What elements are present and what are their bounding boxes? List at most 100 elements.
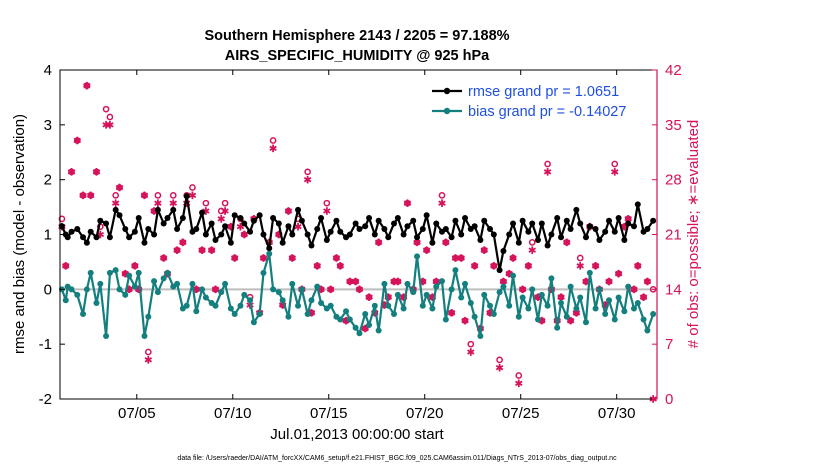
bias-point xyxy=(62,297,69,304)
bias-point xyxy=(510,272,517,279)
evaluated-marker xyxy=(86,191,95,200)
rmse-point xyxy=(64,234,71,241)
legend-rmse-label: rmse grand pr = 1.0651 xyxy=(468,84,619,100)
bias-point xyxy=(448,286,455,293)
bias-point xyxy=(237,302,244,309)
bias-point xyxy=(247,297,254,304)
evaluated-marker xyxy=(92,168,101,176)
legend-bias-label: bias grand pr = -0.14027 xyxy=(468,104,626,120)
evaluated-marker xyxy=(457,254,465,262)
evaluated-marker xyxy=(221,207,229,215)
plot-area xyxy=(60,70,657,399)
bias-point xyxy=(467,300,474,307)
y-tick-label: -2 xyxy=(39,391,52,408)
possible-marker xyxy=(576,254,584,262)
y2-tick-label: 7 xyxy=(665,336,673,353)
bias-point xyxy=(343,308,350,315)
rmse-point xyxy=(452,217,459,224)
rmse-point xyxy=(385,234,392,241)
bias-point xyxy=(419,302,426,309)
bias-point xyxy=(145,313,152,320)
y-tick-label: -1 xyxy=(39,336,52,353)
rmse-point xyxy=(131,228,138,235)
evaluated-marker xyxy=(269,144,277,153)
y-tick-label: 3 xyxy=(44,117,52,134)
bias-point xyxy=(650,311,657,318)
possible-marker xyxy=(269,137,277,144)
footnote: data file: /Users/raeder/DAI/ATM_forcXX/… xyxy=(177,455,617,462)
evaluated-marker xyxy=(73,136,82,145)
rmse-point xyxy=(227,239,234,246)
bias-point xyxy=(174,280,181,287)
x-tick-label: 07/15 xyxy=(310,405,348,422)
evaluated-marker xyxy=(313,262,321,270)
possible-marker xyxy=(496,356,503,364)
rmse-point xyxy=(433,220,440,227)
bias-point xyxy=(400,305,407,312)
bias-point xyxy=(471,313,478,320)
rmse-point xyxy=(462,215,469,222)
rmse-point xyxy=(362,223,369,230)
rmse-point xyxy=(506,231,513,238)
evaluated-marker xyxy=(355,285,364,294)
rmse-point xyxy=(68,228,75,235)
rmse-point xyxy=(323,236,330,243)
bias-point xyxy=(439,278,446,285)
rmse-point xyxy=(183,193,190,200)
evaluated-marker xyxy=(576,262,584,270)
rmse-point xyxy=(250,217,257,224)
y2-tick-label: 14 xyxy=(665,281,682,298)
evaluated-marker xyxy=(62,262,70,270)
bias-point xyxy=(414,253,421,260)
bias-point xyxy=(346,316,353,323)
rmse-point xyxy=(126,234,133,241)
rmse-point xyxy=(289,231,296,238)
evaluated-marker xyxy=(614,269,623,278)
bias-point xyxy=(515,313,522,320)
evaluated-marker xyxy=(515,379,523,388)
evaluated-marker xyxy=(217,215,225,223)
rmse-point xyxy=(208,220,215,227)
rmse-point xyxy=(298,217,305,224)
x-tick-label: 07/10 xyxy=(214,405,252,422)
bias-point xyxy=(385,302,392,309)
rmse-point xyxy=(404,223,411,230)
rmse-point xyxy=(586,223,593,230)
rmse-point xyxy=(419,226,426,233)
possible-marker xyxy=(58,215,66,223)
bias-point xyxy=(289,280,296,287)
evaluated-marker xyxy=(394,277,402,286)
evaluated-marker xyxy=(528,246,536,254)
rmse-point xyxy=(135,215,142,222)
bias-point xyxy=(534,316,541,323)
rmse-point xyxy=(231,212,238,219)
bias-point xyxy=(74,291,81,298)
y2-tick-label: 0 xyxy=(665,391,673,408)
bias-point xyxy=(423,291,430,298)
rmse-point xyxy=(116,212,123,219)
bias-point xyxy=(486,302,493,309)
rmse-point xyxy=(582,234,589,241)
rmse-point xyxy=(346,231,353,238)
bias-point xyxy=(356,330,363,337)
rmse-point xyxy=(270,215,277,222)
rmse-point xyxy=(410,217,417,224)
rmse-point xyxy=(634,201,641,208)
possible-marker xyxy=(515,372,523,379)
bias-point xyxy=(462,280,469,287)
rmse-point xyxy=(442,226,449,233)
x-tick-label: 07/20 xyxy=(406,405,444,422)
bias-point xyxy=(496,289,503,296)
evaluated-marker xyxy=(422,246,431,254)
rmse-point xyxy=(80,234,87,241)
bias-point xyxy=(644,327,651,334)
bias-point xyxy=(538,291,545,298)
rmse-point xyxy=(611,228,618,235)
rmse-point xyxy=(391,220,398,227)
bias-point xyxy=(304,311,311,318)
evaluated-marker xyxy=(374,238,383,247)
evaluated-marker xyxy=(524,262,533,270)
rmse-point xyxy=(596,236,603,243)
rmse-point xyxy=(160,220,167,227)
bias-point xyxy=(602,311,609,318)
